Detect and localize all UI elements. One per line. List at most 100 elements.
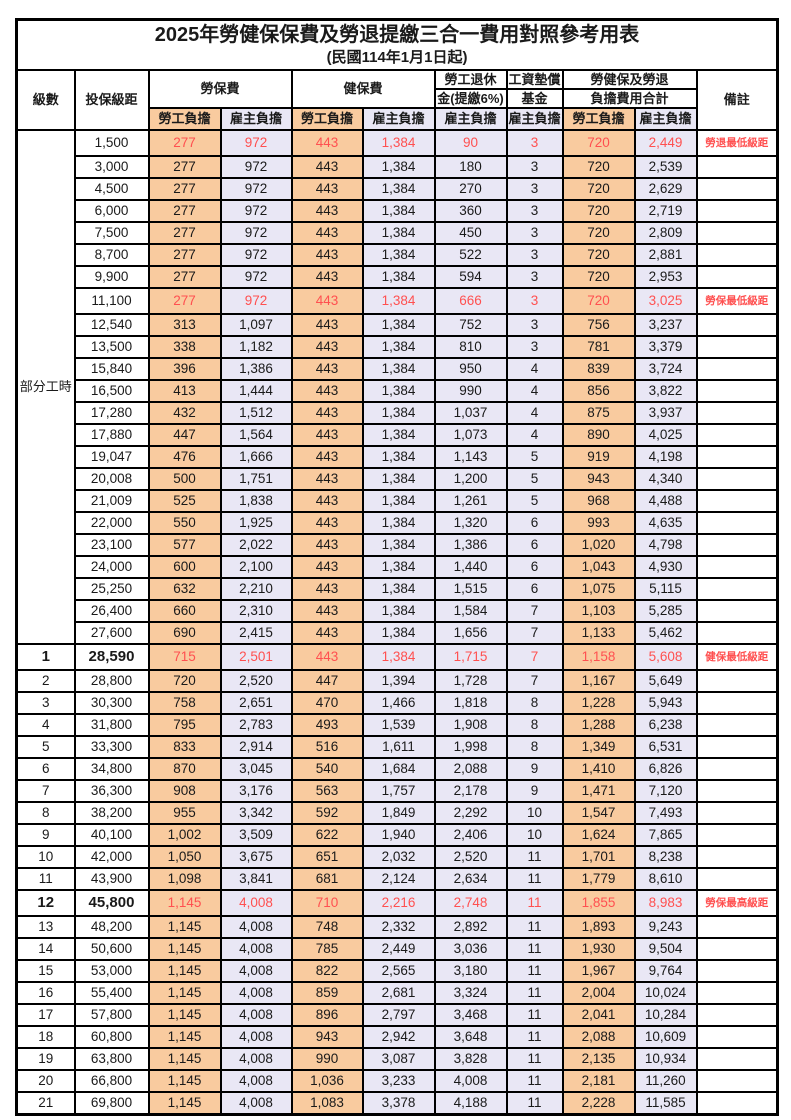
value-cell: 1,145 [147,1068,222,1093]
value-cell: 622 [290,822,364,847]
value-cell: 4,008 [219,1090,293,1115]
subheader-health-employer: 雇主負擔 [361,106,436,131]
table-row: 8 38,200 955 3,342 592 1,849 2,292 10 1,547 7,493 [15,800,779,825]
bracket-cell: 4,500 [73,176,150,201]
col-header-labor-fee: 勞保費 [147,68,293,109]
bracket-cell: 33,300 [73,734,150,759]
value-cell: 972 [219,128,293,157]
value-cell: 270 [433,176,508,201]
value-cell: 1,288 [561,712,636,737]
note-cell [695,378,779,403]
value-cell: 443 [290,510,364,535]
col-header-pension-line1: 勞工退休 [433,68,508,90]
value-cell: 1,624 [561,822,636,847]
table-row: 16 55,400 1,145 4,008 859 2,681 3,324 11 2,004 10… [15,980,779,1005]
value-cell: 2,809 [633,220,698,245]
bracket-cell: 9,900 [73,264,150,289]
level-cell: 11 [15,866,76,891]
value-cell: 2,629 [633,176,698,201]
note-cell [695,598,779,623]
value-cell: 3,648 [433,1024,508,1049]
page-title: 2025年勞健保保費及勞退提繳三合一費用對照參考用表 [154,23,640,46]
value-cell: 9,243 [633,914,698,939]
bracket-cell: 12,540 [73,312,150,337]
note-cell [695,176,779,201]
value-cell: 1,384 [361,510,436,535]
value-cell: 943 [561,466,636,491]
value-cell: 1,684 [361,756,436,781]
table-row: 3 30,300 758 2,651 470 1,466 1,818 8 1,228 5,943 [15,690,779,715]
note-cell [695,356,779,381]
value-cell: 5 [505,444,564,469]
value-cell: 2,449 [633,128,698,157]
value-cell: 720 [147,668,222,693]
value-cell: 10 [505,800,564,825]
value-cell: 5,649 [633,668,698,693]
value-cell: 720 [561,264,636,289]
value-cell: 2,797 [361,1002,436,1027]
value-cell: 90 [433,128,508,157]
value-cell: 1,098 [147,866,222,891]
value-cell: 1,384 [361,176,436,201]
value-cell: 3,378 [361,1090,436,1115]
value-cell: 681 [290,866,364,891]
value-cell: 9 [505,756,564,781]
value-cell: 8,983 [633,888,698,917]
bracket-cell: 7,500 [73,220,150,245]
level-cell: 3 [15,690,76,715]
value-cell: 2,634 [433,866,508,891]
note-cell [695,712,779,737]
note-cell [695,914,779,939]
value-cell: 550 [147,510,222,535]
value-cell: 277 [147,154,222,179]
bracket-cell: 17,280 [73,400,150,425]
value-cell: 443 [290,312,364,337]
level-cell: 16 [15,980,76,1005]
value-cell: 4,930 [633,554,698,579]
value-cell: 7 [505,620,564,645]
value-cell: 1,073 [433,422,508,447]
value-cell: 3,233 [361,1068,436,1093]
value-cell: 1,925 [219,510,293,535]
value-cell: 1,440 [433,554,508,579]
level-cell: 10 [15,844,76,869]
value-cell: 443 [290,598,364,623]
bracket-cell: 42,000 [73,844,150,869]
value-cell: 1,143 [433,444,508,469]
level-cell: 6 [15,756,76,781]
value-cell: 5 [505,466,564,491]
value-cell: 632 [147,576,222,601]
note-cell [695,778,779,803]
header-row-2: 金(提繳6%) 基金 負擔費用合計 [17,87,778,109]
value-cell: 277 [147,220,222,245]
value-cell: 3 [505,198,564,223]
table-row: 21,009 525 1,838 443 1,384 1,261 5 968 4,488 [17,488,779,513]
col-header-total-line2: 負擔費用合計 [561,87,698,109]
level-cell: 19 [15,1046,76,1071]
bracket-cell: 48,200 [73,914,150,939]
value-cell: 6,238 [633,712,698,737]
value-cell: 7,493 [633,800,698,825]
value-cell: 3,324 [433,980,508,1005]
value-cell: 443 [290,642,364,671]
value-cell: 6,531 [633,734,698,759]
table-row: 17 57,800 1,145 4,008 896 2,797 3,468 11 2,041 10… [15,1002,779,1027]
value-cell: 781 [561,334,636,359]
value-cell: 1,666 [219,444,293,469]
value-cell: 972 [219,176,293,201]
subheader-wage-fund-employer: 雇主負擔 [505,106,564,131]
value-cell: 1,167 [561,668,636,693]
value-cell: 443 [290,220,364,245]
table-row: 18 60,800 1,145 4,008 943 2,942 3,648 11 2,088 10… [15,1024,779,1049]
value-cell: 443 [290,532,364,557]
note-cell [695,936,779,961]
value-cell: 1,466 [361,690,436,715]
value-cell: 443 [290,554,364,579]
note-cell [695,198,779,223]
note-cell: 勞保最高級距 [695,888,779,917]
value-cell: 4,008 [219,958,293,983]
value-cell: 993 [561,510,636,535]
value-cell: 2,783 [219,712,293,737]
value-cell: 4,025 [633,422,698,447]
value-cell: 5,115 [633,576,698,601]
